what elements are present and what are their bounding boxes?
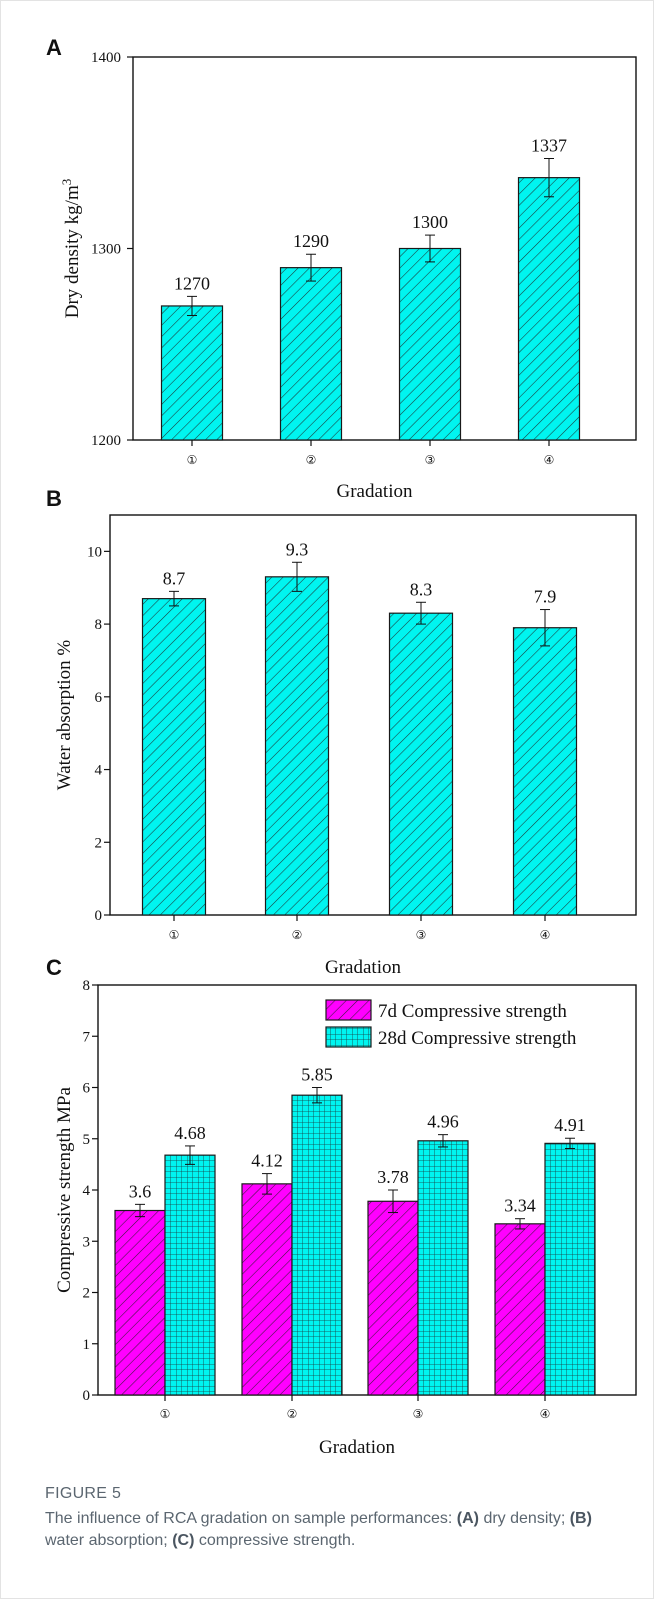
bar-value-label: 3.34: [504, 1196, 536, 1216]
y-axis-label: Water absorption %: [54, 640, 75, 791]
bar-value-label: 8.3: [410, 579, 433, 599]
x-tick-label: ④: [540, 928, 551, 942]
bar-value-label: 3.6: [129, 1181, 152, 1201]
x-tick-label: ②: [287, 1407, 298, 1421]
x-tick-label: ③: [416, 928, 427, 942]
y-tick-label: 4: [95, 763, 103, 779]
caption-text: The influence of RCA gradation on sample…: [45, 1508, 635, 1552]
caption-ref-a: (A): [456, 1510, 479, 1527]
y-tick-label: 6: [95, 690, 103, 706]
panel-label: C: [46, 955, 62, 980]
bar-value-label: 8.7: [163, 568, 186, 588]
bar: [264, 576, 330, 916]
x-tick-label: ①: [169, 928, 180, 942]
legend: 7d Compressive strength 28d Compressive s…: [325, 999, 577, 1049]
legend-label: 28d Compressive strength: [378, 1028, 577, 1049]
bar-value-label: 9.3: [286, 539, 309, 559]
bar: [279, 267, 343, 441]
legend-swatch: [325, 1026, 372, 1048]
bar: [367, 1200, 419, 1396]
x-tick-label: ④: [544, 453, 555, 467]
bar-value-label: 7.9: [534, 587, 557, 607]
y-tick-label: 1400: [91, 50, 121, 66]
bar-value-label: 1290: [293, 231, 329, 251]
caption-part: water absorption;: [45, 1532, 173, 1549]
bar-value-label: 1300: [412, 212, 448, 232]
y-axis-label: Compressive strength MPa: [54, 1087, 75, 1293]
panel-label: A: [46, 35, 62, 60]
x-axis-label: Gradation: [319, 1437, 395, 1458]
x-axis-label: Gradation: [325, 957, 401, 978]
y-tick-label: 1: [83, 1337, 91, 1353]
bar-value-label: 3.78: [377, 1167, 409, 1187]
figure-svg: A1200130014001270①1290②1300③1337④Gradati…: [46, 35, 637, 1458]
y-tick-label: 3: [83, 1234, 91, 1250]
y-tick-label: 5: [83, 1132, 91, 1148]
y-tick-label: 7: [83, 1029, 91, 1045]
bar-value-label: 4.68: [174, 1123, 206, 1143]
bar-value-label: 5.85: [301, 1065, 333, 1085]
bar-value-label: 1270: [174, 273, 210, 293]
y-tick-label: 1300: [91, 242, 121, 258]
figure-label: FIGURE 5: [45, 1485, 122, 1502]
y-tick-label: 4: [83, 1183, 91, 1199]
panel-label: B: [46, 486, 62, 511]
y-axis-label-superscript: 3: [59, 179, 74, 186]
bar: [388, 612, 454, 916]
caption-part: compressive strength.: [194, 1532, 356, 1549]
y-tick-label: 0: [83, 1388, 91, 1404]
y-tick-label: 8: [83, 978, 91, 994]
bar-value-label: 4.96: [427, 1112, 459, 1132]
y-tick-label: 2: [83, 1286, 91, 1302]
x-tick-label: ②: [292, 928, 303, 942]
bar-value-label: 4.12: [251, 1151, 283, 1171]
y-tick-label: 0: [95, 908, 103, 924]
bar: [544, 1142, 596, 1396]
x-tick-label: ①: [187, 453, 198, 467]
x-tick-label: ①: [160, 1407, 171, 1421]
bar: [160, 305, 224, 441]
bar: [494, 1223, 546, 1396]
figure-caption: FIGURE 5 The influence of RCA gradation …: [45, 1485, 635, 1552]
bar: [512, 627, 578, 916]
y-axis-label: Dry density kg/m3: [59, 179, 83, 319]
bar: [398, 247, 462, 441]
bar: [241, 1183, 293, 1396]
y-tick-label: 2: [95, 835, 103, 851]
bar-value-label: 1337: [531, 135, 567, 155]
bar-value-label: 4.91: [554, 1115, 586, 1135]
bar: [164, 1154, 216, 1396]
caption-part: dry density;: [479, 1510, 570, 1527]
x-tick-label: ③: [413, 1407, 424, 1421]
panel-b: B 0 2 4 6 8 10 8.7 ① 9.3 ② 8.3 ③ 7.9 ④ Gradation Water a…: [46, 486, 637, 978]
bar: [291, 1094, 343, 1396]
panel-c: C 0 1 2 3 4 5 6 7 8 3.6 4.68 ① 4.12 5.85 ② 3.78 4.96 ③ 3.34…: [46, 955, 637, 1458]
y-tick-label: 10: [87, 544, 102, 560]
caption-part: The influence of RCA gradation on sample…: [45, 1510, 457, 1527]
bar: [114, 1209, 166, 1396]
x-tick-label: ④: [540, 1407, 551, 1421]
y-tick-label: 6: [83, 1081, 91, 1097]
panel-a: A 1200 1300 1400 1270 ① 1290 ② 1300 ③ 1337 ④ Gradati…: [46, 35, 637, 502]
y-tick-label: 1200: [91, 433, 121, 449]
caption-ref-b: (B): [569, 1510, 592, 1527]
caption-ref-c: (C): [172, 1532, 195, 1549]
bar: [141, 598, 207, 916]
plot-frame: [109, 514, 637, 916]
x-tick-label: ②: [306, 453, 317, 467]
legend-swatch: [325, 999, 372, 1021]
bar: [517, 177, 581, 441]
bar: [417, 1140, 469, 1396]
y-tick-label: 8: [95, 617, 103, 633]
x-axis-label: Gradation: [337, 481, 413, 502]
legend-label: 7d Compressive strength: [378, 1001, 567, 1022]
x-tick-label: ③: [425, 453, 436, 467]
